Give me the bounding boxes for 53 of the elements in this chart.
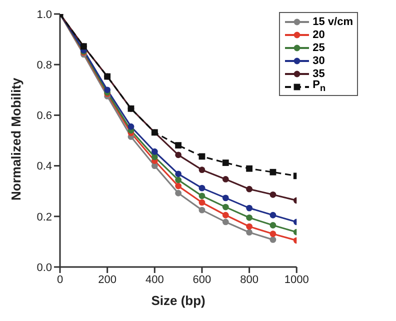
point: [270, 191, 276, 198]
point: [246, 204, 252, 212]
y-tick-label: 0.2: [36, 211, 52, 224]
point: [222, 160, 229, 166]
y-tick-label: 0.0: [36, 262, 52, 274]
point: [222, 204, 229, 210]
x-tick-label: 0: [56, 274, 64, 286]
x-axis-title: Size (bp): [151, 293, 206, 308]
y-tick-label: 0.8: [36, 60, 52, 72]
point: [198, 192, 206, 200]
x-tick-label: 1000: [284, 274, 309, 286]
point: [222, 218, 229, 226]
legend-label: 30: [312, 54, 325, 66]
point: [270, 212, 276, 218]
point: [175, 142, 182, 149]
legend-label: 35: [312, 68, 325, 80]
point: [175, 152, 182, 158]
y-axis-title: Normalized Mobility: [8, 76, 24, 200]
point: [198, 184, 206, 192]
point: [222, 212, 229, 218]
point: [198, 153, 206, 160]
point: [246, 165, 252, 172]
point: [175, 170, 182, 178]
legend-label: P$_{n}$: [312, 79, 326, 94]
point: [270, 236, 276, 243]
x-tick-label: 400: [145, 274, 164, 286]
x-tick-label: 200: [98, 274, 117, 286]
legend-label: 20: [312, 28, 325, 40]
point: [246, 229, 252, 236]
point: [246, 186, 252, 192]
point: [222, 176, 229, 182]
x-tick-label: 600: [192, 274, 212, 286]
y-tick-label: 0.4: [36, 160, 52, 173]
point: [270, 168, 276, 176]
legend-label: 15 v/cm: [312, 16, 353, 28]
point: [151, 148, 158, 155]
point: [104, 86, 111, 94]
point: [222, 194, 229, 202]
x-tick-label: 800: [240, 274, 258, 286]
point: [128, 123, 134, 130]
point: [246, 214, 252, 221]
y-tick-label: 1.0: [36, 8, 52, 21]
point: [198, 199, 206, 206]
point: [270, 230, 276, 238]
point: [198, 206, 206, 214]
legend-label: 25: [312, 42, 325, 54]
point: [246, 223, 252, 230]
point: [270, 222, 276, 228]
point: [175, 176, 182, 184]
point: [175, 190, 182, 196]
y-tick-label: 0.6: [36, 110, 52, 122]
point: [198, 166, 206, 174]
point: [175, 182, 182, 190]
